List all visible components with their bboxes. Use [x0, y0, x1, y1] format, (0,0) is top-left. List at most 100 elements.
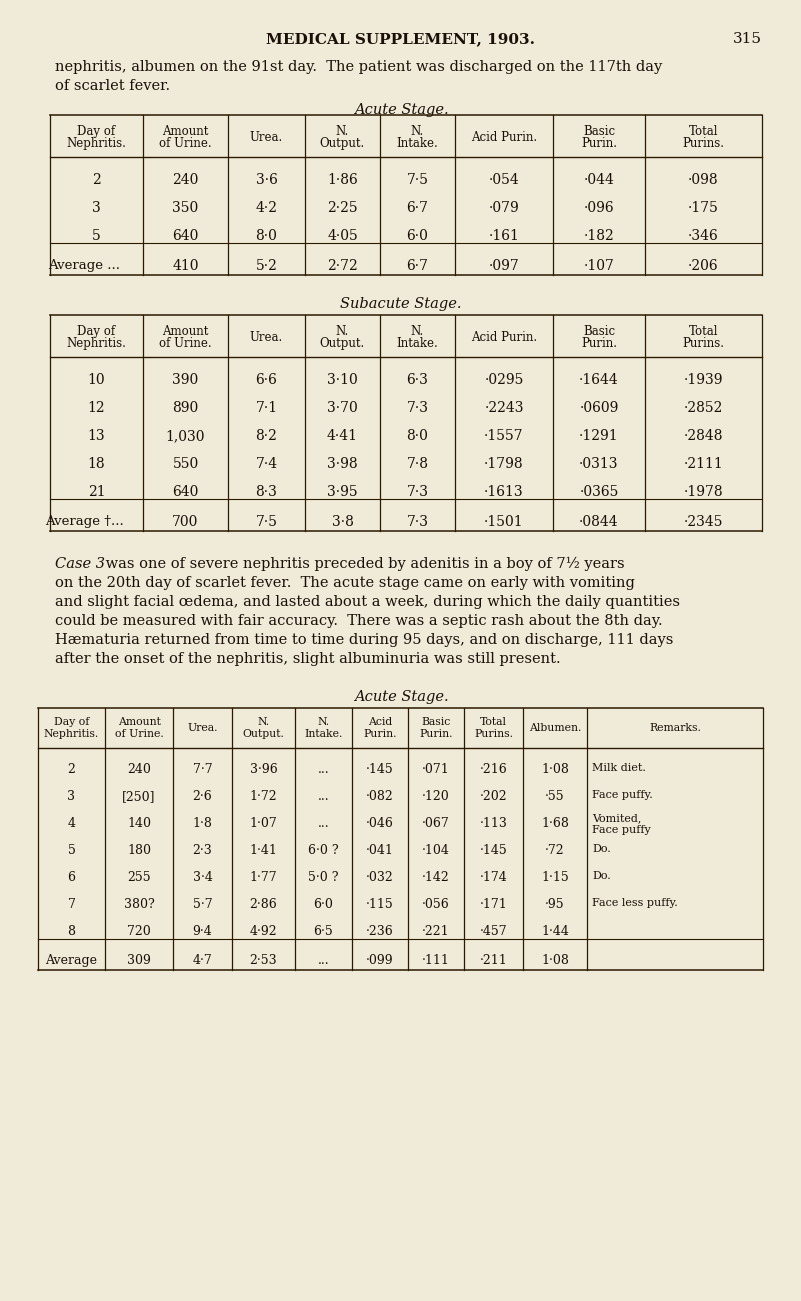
Text: ·216: ·216 [480, 762, 507, 775]
Text: ·142: ·142 [422, 870, 450, 883]
Text: 4·7: 4·7 [192, 954, 212, 967]
Text: 6·7: 6·7 [406, 259, 429, 273]
Text: 3: 3 [67, 790, 75, 803]
Text: ·096: ·096 [584, 200, 614, 215]
Text: 1·8: 1·8 [192, 817, 212, 830]
Text: of scarlet fever.: of scarlet fever. [55, 79, 170, 92]
Text: ·099: ·099 [366, 954, 394, 967]
Text: ·95: ·95 [545, 898, 565, 911]
Text: ·2852: ·2852 [684, 401, 723, 415]
Text: 5·7: 5·7 [193, 898, 212, 911]
Text: was one of severe nephritis preceded by adenitis in a boy of 7½ years: was one of severe nephritis preceded by … [101, 557, 625, 571]
Text: of Urine.: of Urine. [159, 337, 211, 350]
Text: ·067: ·067 [422, 817, 450, 830]
Text: 1·72: 1·72 [250, 790, 277, 803]
Text: Urea.: Urea. [250, 330, 283, 343]
Text: 3·70: 3·70 [327, 401, 358, 415]
Text: N.: N. [411, 325, 424, 338]
Text: ·032: ·032 [366, 870, 394, 883]
Text: 240: 240 [172, 173, 199, 187]
Text: 1·77: 1·77 [250, 870, 277, 883]
Text: 1·15: 1·15 [541, 870, 569, 883]
Text: 6·6: 6·6 [256, 373, 277, 386]
Text: 315: 315 [733, 33, 762, 46]
Text: ·175: ·175 [688, 200, 719, 215]
Text: Basic: Basic [583, 125, 615, 138]
Text: ·082: ·082 [366, 790, 394, 803]
Text: 3·96: 3·96 [250, 762, 277, 775]
Text: 1·68: 1·68 [541, 817, 569, 830]
Text: ·457: ·457 [480, 925, 507, 938]
Text: 2·6: 2·6 [192, 790, 212, 803]
Text: ·0844: ·0844 [579, 515, 619, 530]
Text: Nephritis.: Nephritis. [44, 729, 99, 739]
Text: ·1798: ·1798 [484, 457, 524, 471]
Text: 3·4: 3·4 [192, 870, 212, 883]
Text: 8·0: 8·0 [407, 429, 429, 444]
Text: 5: 5 [92, 229, 101, 243]
Text: 4·2: 4·2 [256, 200, 277, 215]
Text: 8·3: 8·3 [256, 485, 277, 500]
Text: 6·0 ?: 6·0 ? [308, 844, 339, 857]
Text: 7·8: 7·8 [406, 457, 429, 471]
Text: ·202: ·202 [480, 790, 507, 803]
Text: 240: 240 [127, 762, 151, 775]
Text: 4: 4 [67, 817, 75, 830]
Text: Day of: Day of [78, 325, 115, 338]
Text: Purin.: Purin. [419, 729, 453, 739]
Text: ·079: ·079 [489, 200, 519, 215]
Text: Intake.: Intake. [396, 137, 438, 150]
Text: Purins.: Purins. [682, 337, 724, 350]
Text: N.: N. [317, 717, 329, 727]
Text: ·1291: ·1291 [579, 429, 619, 444]
Text: 5·0 ?: 5·0 ? [308, 870, 339, 883]
Text: Output.: Output. [243, 729, 284, 739]
Text: 2·53: 2·53 [250, 954, 277, 967]
Text: Purins.: Purins. [682, 137, 724, 150]
Text: 7·3: 7·3 [406, 485, 429, 500]
Text: Do.: Do. [592, 870, 610, 881]
Text: 6·0: 6·0 [407, 229, 429, 243]
Text: 7·7: 7·7 [193, 762, 212, 775]
Text: Intake.: Intake. [396, 337, 438, 350]
Text: Vomited,: Vomited, [592, 813, 642, 824]
Text: Case 3: Case 3 [55, 557, 105, 571]
Text: 3·10: 3·10 [327, 373, 358, 386]
Text: 1·86: 1·86 [327, 173, 358, 187]
Text: 140: 140 [127, 817, 151, 830]
Text: ·0365: ·0365 [579, 485, 618, 500]
Text: Amount: Amount [118, 717, 160, 727]
Text: could be measured with fair accuracy.  There was a septic rash about the 8th day: could be measured with fair accuracy. Th… [55, 614, 662, 628]
Text: 3·95: 3·95 [327, 485, 358, 500]
Text: Total: Total [689, 325, 718, 338]
Text: Hæmaturia returned from time to time during 95 days, and on discharge, 111 days: Hæmaturia returned from time to time dur… [55, 634, 674, 647]
Text: ·056: ·056 [422, 898, 450, 911]
Text: ·236: ·236 [366, 925, 394, 938]
Text: 6·5: 6·5 [314, 925, 333, 938]
Text: Remarks.: Remarks. [649, 723, 701, 732]
Text: Face less puffy.: Face less puffy. [592, 898, 678, 908]
Text: Amount: Amount [163, 125, 209, 138]
Text: ...: ... [318, 790, 329, 803]
Text: 350: 350 [172, 200, 199, 215]
Text: 2: 2 [92, 173, 101, 187]
Text: 2: 2 [67, 762, 75, 775]
Text: 21: 21 [87, 485, 105, 500]
Text: Total: Total [689, 125, 718, 138]
Text: after the onset of the nephritis, slight albuminuria was still present.: after the onset of the nephritis, slight… [55, 652, 561, 666]
Text: Acid Purin.: Acid Purin. [471, 330, 537, 343]
Text: 410: 410 [172, 259, 199, 273]
Text: 3: 3 [92, 200, 101, 215]
Text: ·0609: ·0609 [579, 401, 618, 415]
Text: 8: 8 [67, 925, 75, 938]
Text: ·0313: ·0313 [579, 457, 618, 471]
Text: Purin.: Purin. [581, 337, 617, 350]
Text: 5·2: 5·2 [256, 259, 277, 273]
Text: ·2848: ·2848 [684, 429, 723, 444]
Text: ·113: ·113 [480, 817, 508, 830]
Text: ·1644: ·1644 [579, 373, 619, 386]
Text: Albumen.: Albumen. [529, 723, 582, 732]
Text: [250]: [250] [123, 790, 155, 803]
Text: ·211: ·211 [480, 954, 507, 967]
Text: Nephritis.: Nephritis. [66, 337, 127, 350]
